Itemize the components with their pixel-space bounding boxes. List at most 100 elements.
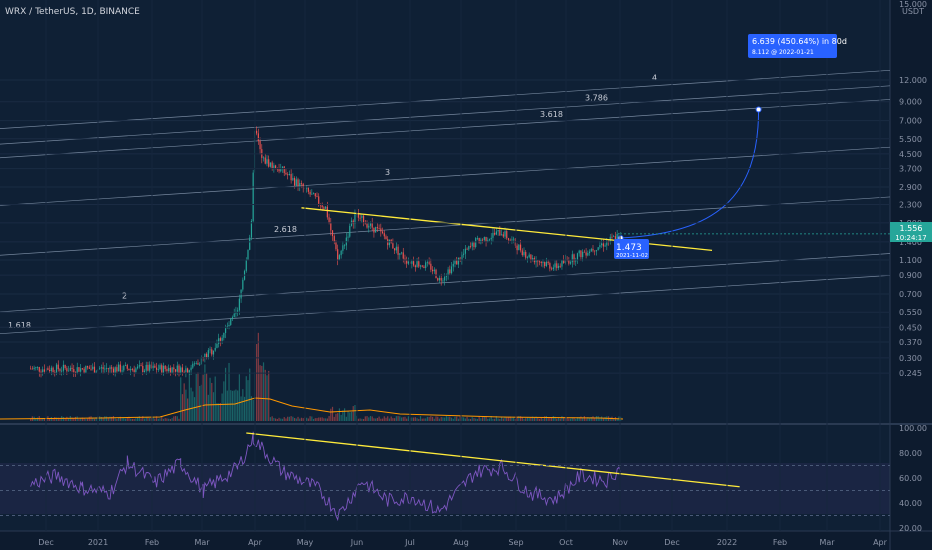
candle-body — [337, 249, 339, 260]
candle-body — [573, 254, 575, 262]
volume-bar — [376, 417, 378, 421]
volume-bar — [240, 396, 242, 421]
projection-label[interactable]: 6.639 (450.64%) in 80d 8.112 @ 2022-01-2… — [748, 34, 847, 58]
candle-body — [178, 365, 180, 374]
volume-bar — [226, 390, 228, 421]
volume-bar — [426, 416, 428, 421]
volume-bar — [545, 416, 548, 421]
anchor-label[interactable]: 1.473 2021-11-02 — [614, 239, 649, 259]
current-price-badge[interactable]: 1.556 10:24:17 — [890, 222, 932, 242]
volume-bar — [59, 418, 61, 421]
rsi-series — [30, 431, 740, 522]
candle-body — [245, 259, 247, 271]
candle-body — [57, 364, 59, 370]
volume-bar — [497, 418, 499, 421]
volume-bar — [218, 403, 220, 421]
candle-body — [381, 231, 384, 234]
volume-bar — [438, 418, 441, 421]
time-tick-label: Oct — [559, 538, 573, 547]
candle-body — [195, 363, 197, 364]
candle-body — [68, 370, 70, 372]
volume-bar — [595, 416, 598, 421]
volume-bar — [283, 417, 285, 421]
volume-bar — [604, 416, 606, 421]
volume-bar — [285, 418, 287, 421]
volume-bar — [243, 396, 246, 421]
candle-body — [473, 242, 475, 248]
candle-body — [112, 368, 115, 373]
volume-bar — [107, 417, 109, 421]
price-tick-label: 1.400 — [899, 238, 922, 247]
volume-bar — [568, 418, 570, 421]
candle-body — [530, 254, 532, 261]
candle-body — [252, 172, 254, 222]
volume-bar — [174, 416, 177, 421]
candle-body — [542, 262, 544, 263]
volume-bar — [394, 418, 396, 421]
volume-bar — [271, 416, 273, 421]
volume-bar — [145, 416, 147, 421]
rsi-tick-label: 80.00 — [899, 449, 922, 458]
candle-body — [105, 368, 108, 370]
candle-body — [604, 245, 606, 247]
volume-bar — [116, 418, 118, 421]
volume-bar — [609, 417, 611, 421]
candle-body — [33, 367, 35, 370]
candle-body — [140, 365, 142, 367]
candle-body — [212, 350, 215, 355]
volume-bar — [423, 418, 425, 421]
symbol-header[interactable]: WRX / TetherUS, 1D, BINANCE — [5, 7, 140, 17]
volume-bar — [173, 416, 175, 421]
rsi-pane[interactable] — [0, 425, 890, 531]
volume-bar — [371, 416, 373, 421]
time-tick-label: Feb — [145, 538, 159, 547]
candle-body — [342, 245, 344, 251]
volume-bar — [597, 416, 599, 421]
candle-body — [592, 249, 594, 251]
candle-body — [256, 130, 258, 134]
volume-bar — [516, 416, 518, 421]
volume-bar — [433, 418, 435, 421]
volume-bar — [147, 416, 149, 421]
candle-body — [594, 250, 596, 252]
candle-body — [335, 241, 337, 250]
candle-body — [475, 238, 477, 248]
volume-bar — [578, 417, 580, 421]
volume-bar — [237, 390, 239, 421]
candle-body — [544, 262, 546, 267]
fib-line — [0, 275, 891, 335]
candle-body — [499, 229, 501, 236]
candle-body — [464, 248, 466, 254]
price-tick-label: 0.245 — [899, 369, 922, 378]
volume-bar — [297, 416, 299, 421]
volume-bar — [502, 418, 504, 421]
price-pane[interactable] — [0, 0, 890, 423]
volume-bar — [542, 418, 544, 421]
volume-bar — [55, 417, 58, 421]
candle-body — [359, 217, 361, 219]
volume-bar — [445, 416, 447, 421]
volume-bar — [221, 393, 223, 421]
volume-bar — [547, 417, 549, 421]
candle-body — [349, 225, 351, 237]
volume-bar — [463, 417, 465, 421]
volume-bar — [544, 416, 546, 421]
volume-bar — [202, 374, 204, 421]
volume-bar — [95, 417, 97, 421]
candle-body — [442, 280, 444, 282]
volume-bar — [292, 416, 294, 421]
candle-body — [399, 253, 401, 255]
volume-bar — [192, 391, 194, 421]
volume-bar — [494, 418, 496, 421]
volume-bar — [287, 416, 289, 421]
time-tick-label: Aug — [453, 538, 469, 547]
price-tick-label: 0.450 — [899, 323, 922, 332]
candle-body — [318, 196, 320, 204]
candle-body — [482, 239, 484, 241]
candle-body — [373, 227, 375, 233]
candle-body — [90, 368, 92, 370]
volume-bar — [78, 418, 80, 421]
candle-body — [280, 168, 282, 172]
volume-bar — [349, 412, 351, 421]
